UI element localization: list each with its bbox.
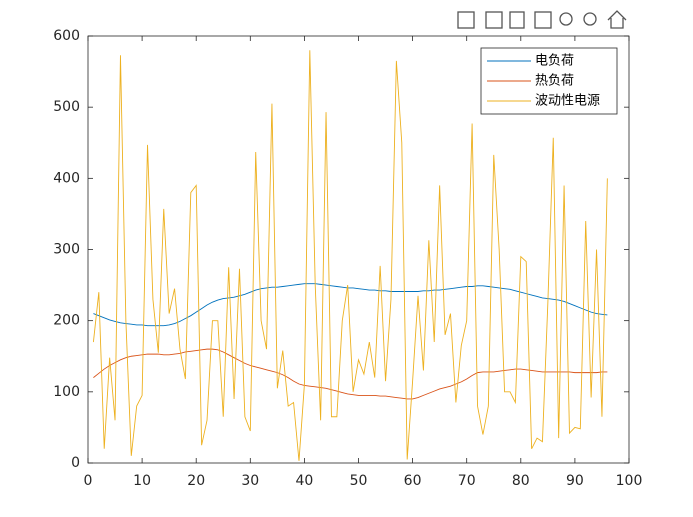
toolbar[interactable] (457, 10, 627, 29)
tool-icon[interactable] (534, 11, 552, 29)
series-line (93, 348, 608, 400)
x-tick-label: 40 (295, 473, 313, 489)
tool-icon[interactable] (607, 10, 627, 29)
x-tick-label: 20 (187, 473, 205, 489)
y-tick-label: 400 (53, 170, 80, 186)
y-tick-label: 100 (53, 384, 80, 400)
x-tick-label: 0 (84, 473, 93, 489)
y-tick-label: 200 (53, 313, 80, 329)
tool-icon[interactable] (559, 12, 573, 26)
x-tick-label: 90 (566, 473, 584, 489)
legend-label: 波动性电源 (535, 94, 600, 109)
y-tick-label: 0 (71, 455, 80, 471)
legend-label: 电负荷 (535, 54, 574, 69)
series-line (93, 283, 608, 327)
tool-icon[interactable] (583, 12, 597, 26)
x-tick-label: 100 (616, 473, 643, 489)
y-tick-label: 300 (53, 242, 80, 258)
y-tick-label: 600 (53, 28, 80, 44)
x-tick-label: 30 (241, 473, 259, 489)
y-tick-label: 500 (53, 99, 80, 115)
tool-icon[interactable] (457, 11, 475, 29)
x-tick-label: 70 (458, 473, 476, 489)
legend-label: 热负荷 (535, 74, 574, 89)
x-tick-label: 50 (350, 473, 368, 489)
series-line (92, 50, 608, 461)
x-tick-label: 10 (133, 473, 151, 489)
x-tick-label: 60 (404, 473, 422, 489)
x-tick-label: 80 (512, 473, 530, 489)
tool-icon[interactable] (509, 11, 525, 29)
tool-icon[interactable] (485, 11, 503, 29)
